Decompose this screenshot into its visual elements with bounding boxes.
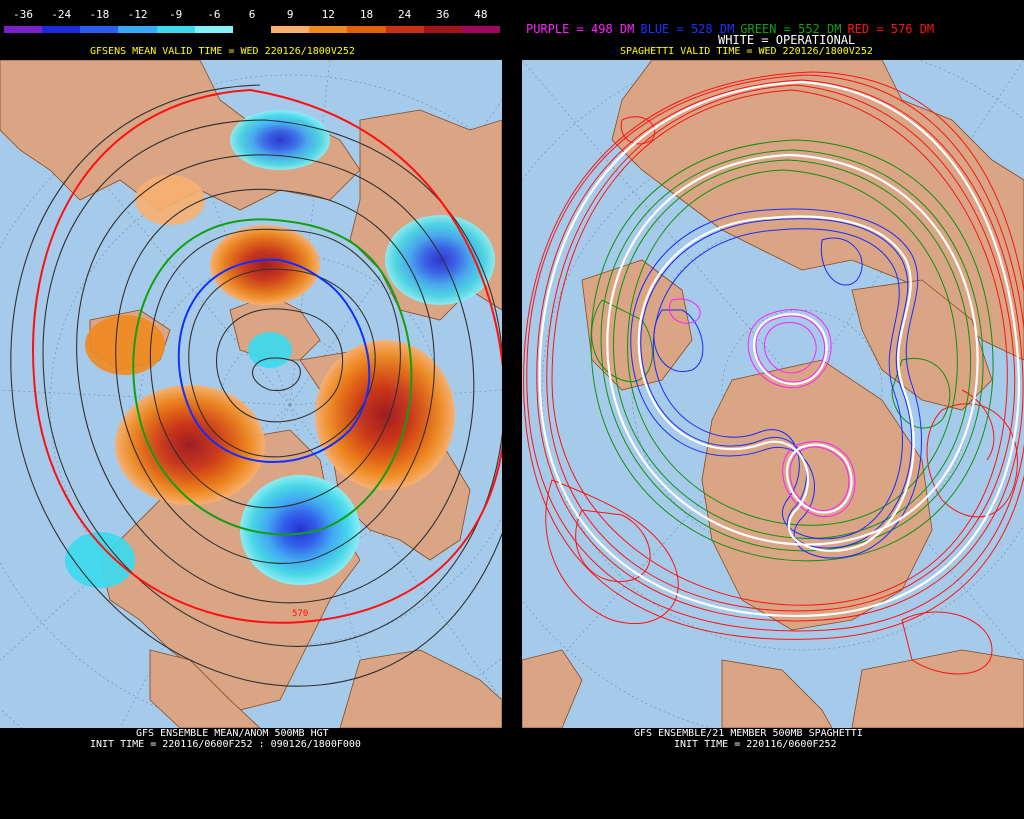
contour-576 <box>32 88 502 624</box>
colorbar-swatch <box>80 26 119 33</box>
colorbar-swatch <box>271 26 310 33</box>
left-footer-line1: GFS ENSEMBLE MEAN/ANOM 500MB HGT <box>136 728 329 739</box>
right-footer-line1: GFS ENSEMBLE/21 MEMBER 500MB SPAGHETTI <box>634 728 863 739</box>
colorbar-label: -18 <box>89 8 110 21</box>
colorbar-label: 12 <box>321 8 335 21</box>
colorbar-label: 6 <box>248 8 256 21</box>
ensemble-mean-anomaly-map: 570 <box>0 60 502 728</box>
operational-contours <box>538 80 1020 617</box>
contour-528 <box>177 258 371 463</box>
colorbar-label: 18 <box>359 8 374 21</box>
spaghetti-map <box>522 60 1024 728</box>
colorbar-swatch <box>423 26 462 33</box>
spaghetti-576 <box>523 71 1024 675</box>
operational-legend: WHITE = OPERATIONAL <box>718 33 856 47</box>
anomaly-colorbar <box>4 26 501 33</box>
colorbar-label: -6 <box>207 8 221 21</box>
colorbar-labels: -36 -24 -18 -12 -9 -6 6 9 12 18 24 36 48 <box>4 8 500 21</box>
colorbar-swatch <box>232 26 272 33</box>
colorbar-label: 24 <box>397 8 412 21</box>
spaghetti-528 <box>630 208 922 559</box>
height-contours <box>10 84 502 687</box>
spaghetti-498 <box>669 298 856 517</box>
legend-entry: PURPLE = 498 DM <box>526 22 635 36</box>
height-anomaly-fills <box>65 110 495 588</box>
colorbar-label: 48 <box>474 8 488 21</box>
legend-entry: RED = 576 DM <box>847 22 935 36</box>
contour-label: 570 <box>292 609 308 619</box>
left-valid-time-header: GFSENS MEAN VALID TIME = WED 220126/1800… <box>90 46 355 57</box>
spaghetti-panel: PURPLE = 498 DM BLUE = 528 DM GREEN = 552 … <box>522 0 1024 819</box>
colorbar-label: -24 <box>51 8 72 21</box>
colorbar-swatch <box>118 26 157 33</box>
colorbar-label: 9 <box>286 8 294 21</box>
legend-entry: GREEN = 552 DM <box>740 22 842 36</box>
contour-552 <box>132 218 413 536</box>
colorbar-label: -36 <box>13 8 33 21</box>
colorbar-label: -12 <box>127 8 148 21</box>
colorbar-swatch <box>194 26 233 33</box>
left-footer-line2: INIT TIME = 220116/0600F252 : 090126/180… <box>90 739 361 750</box>
spaghetti-legend: PURPLE = 498 DM BLUE = 528 DM GREEN = 552 … <box>526 22 1022 36</box>
colorbar-label: -9 <box>169 8 183 21</box>
colorbar-label: 36 <box>436 8 450 21</box>
ensemble-mean-panel: -36 -24 -18 -12 -9 -6 6 9 12 18 24 36 48 GFSENS MEAN… <box>0 0 502 819</box>
legend-entry: BLUE = 528 DM <box>640 22 735 36</box>
colorbar-swatch <box>309 26 348 33</box>
colorbar-swatch <box>42 26 81 33</box>
colorbar-swatch <box>4 26 43 33</box>
spaghetti-552 <box>590 139 994 562</box>
right-footer-line2: INIT TIME = 220116/0600F252 <box>674 739 837 750</box>
colorbar-swatch <box>385 26 424 33</box>
colorbar-swatch <box>461 26 501 33</box>
colorbar-swatch <box>156 26 195 33</box>
right-valid-time-header: SPAGHETTI VALID TIME = WED 220126/1800V2… <box>620 46 873 57</box>
colorbar-swatch <box>347 26 386 33</box>
